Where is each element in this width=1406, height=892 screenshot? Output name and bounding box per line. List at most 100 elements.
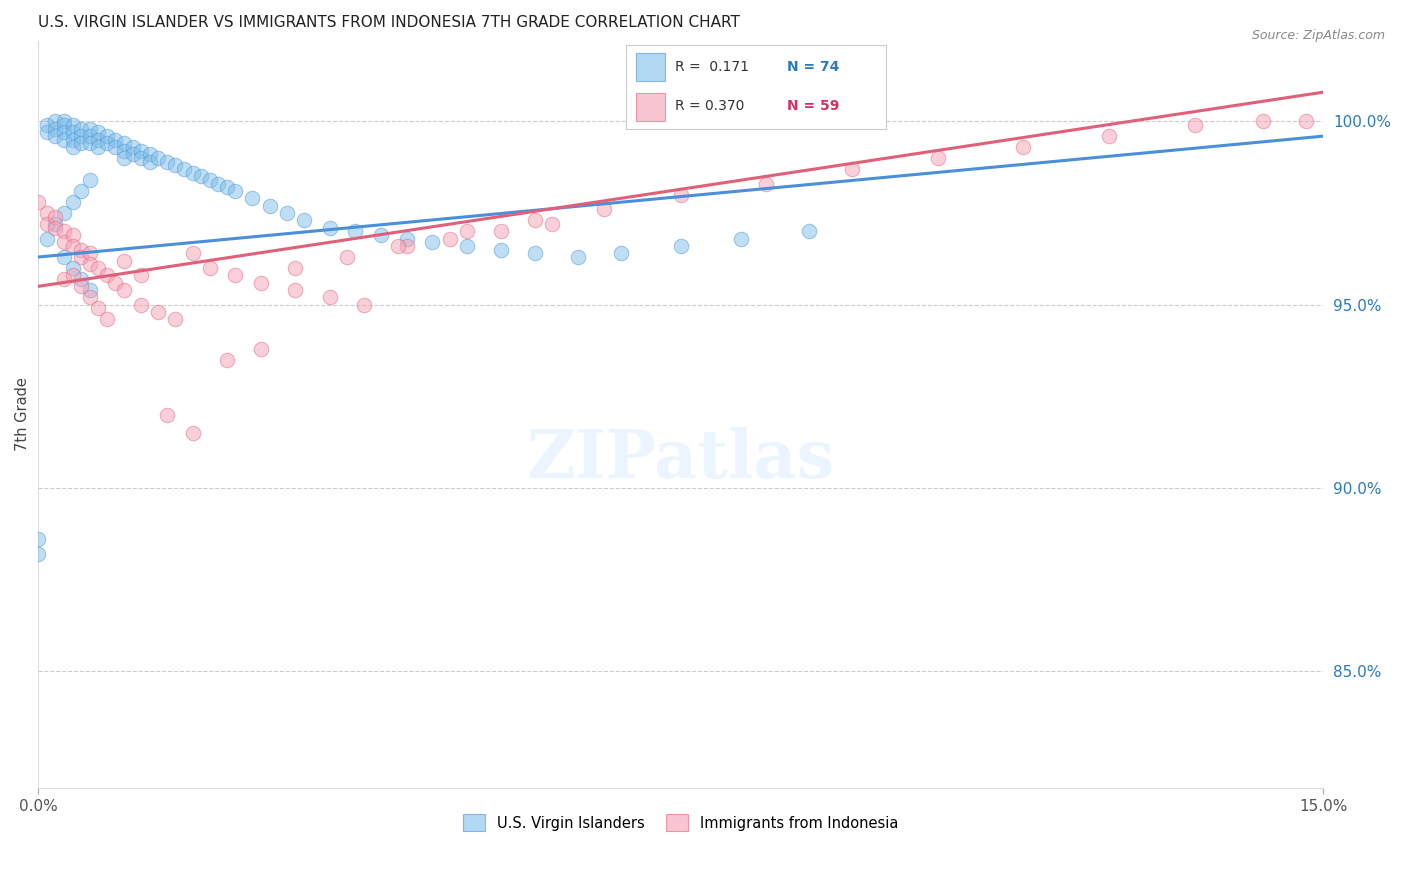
Text: ZIPatlas: ZIPatlas [527, 427, 835, 491]
Point [395, 232, 418, 246]
Point [927, 151, 949, 165]
Point [610, 246, 633, 260]
Point [129, 151, 152, 165]
Bar [636, 93, 665, 120]
Point [456, 224, 478, 238]
Legend: U.S. Virgin Islanders, Immigrants from Indonesia: U.S. Virgin Islanders, Immigrants from I… [457, 808, 904, 837]
Point [1012, 140, 1035, 154]
Point [79, 246, 101, 260]
Point [79, 290, 101, 304]
Point [284, 283, 307, 297]
Point [318, 220, 340, 235]
Point [148, 151, 170, 165]
Point [35, 118, 58, 132]
Point [148, 305, 170, 319]
Point [224, 268, 246, 283]
Point [53, 114, 76, 128]
Point [112, 144, 135, 158]
Point [841, 162, 863, 177]
Point [35, 206, 58, 220]
Point [62, 133, 84, 147]
Point [156, 154, 179, 169]
Point [87, 301, 110, 316]
Point [53, 250, 76, 264]
Point [87, 140, 110, 154]
Point [165, 312, 187, 326]
Point [207, 177, 229, 191]
Point [53, 206, 76, 220]
Point [79, 283, 101, 297]
Point [96, 129, 118, 144]
Point [104, 276, 127, 290]
Point [104, 133, 127, 147]
Point [489, 243, 512, 257]
Point [755, 177, 778, 191]
Point [541, 217, 564, 231]
Point [439, 232, 461, 246]
Point [70, 121, 93, 136]
Point [53, 133, 76, 147]
Point [1295, 114, 1317, 128]
Point [1184, 118, 1206, 132]
Point [70, 184, 93, 198]
Point [1253, 114, 1275, 128]
Text: N = 74: N = 74 [787, 60, 839, 74]
Point [215, 180, 238, 194]
Point [70, 129, 93, 144]
Point [215, 352, 238, 367]
Point [422, 235, 444, 250]
Point [112, 253, 135, 268]
Point [44, 210, 66, 224]
Point [27, 532, 49, 546]
Point [53, 272, 76, 286]
Point [198, 173, 221, 187]
Point [79, 173, 101, 187]
Point [44, 217, 66, 231]
Point [112, 151, 135, 165]
Point [318, 290, 340, 304]
Text: N = 59: N = 59 [787, 99, 839, 113]
Point [489, 224, 512, 238]
Point [456, 239, 478, 253]
Point [62, 126, 84, 140]
Point [27, 547, 49, 561]
Point [96, 268, 118, 283]
Point [70, 279, 93, 293]
Point [181, 425, 204, 440]
Point [53, 126, 76, 140]
Point [62, 227, 84, 242]
Point [138, 147, 160, 161]
Point [138, 154, 160, 169]
Point [87, 133, 110, 147]
Point [336, 250, 359, 264]
Point [592, 202, 614, 217]
Point [387, 239, 409, 253]
Point [27, 195, 49, 210]
Text: R = 0.370: R = 0.370 [675, 99, 744, 113]
Point [198, 260, 221, 275]
Point [1329, 114, 1351, 128]
Text: U.S. VIRGIN ISLANDER VS IMMIGRANTS FROM INDONESIA 7TH GRADE CORRELATION CHART: U.S. VIRGIN ISLANDER VS IMMIGRANTS FROM … [38, 15, 740, 30]
Point [524, 246, 547, 260]
Point [181, 166, 204, 180]
Point [112, 136, 135, 151]
Point [87, 260, 110, 275]
Point [44, 129, 66, 144]
Point [730, 232, 752, 246]
Point [44, 121, 66, 136]
Point [44, 220, 66, 235]
Point [395, 239, 418, 253]
Point [35, 217, 58, 231]
Point [181, 246, 204, 260]
Point [70, 136, 93, 151]
Point [87, 126, 110, 140]
Point [242, 191, 264, 205]
Point [224, 184, 246, 198]
Point [70, 250, 93, 264]
Point [121, 140, 143, 154]
Point [70, 243, 93, 257]
Bar [636, 54, 665, 81]
Point [165, 158, 187, 172]
Point [250, 342, 273, 356]
Point [112, 283, 135, 297]
